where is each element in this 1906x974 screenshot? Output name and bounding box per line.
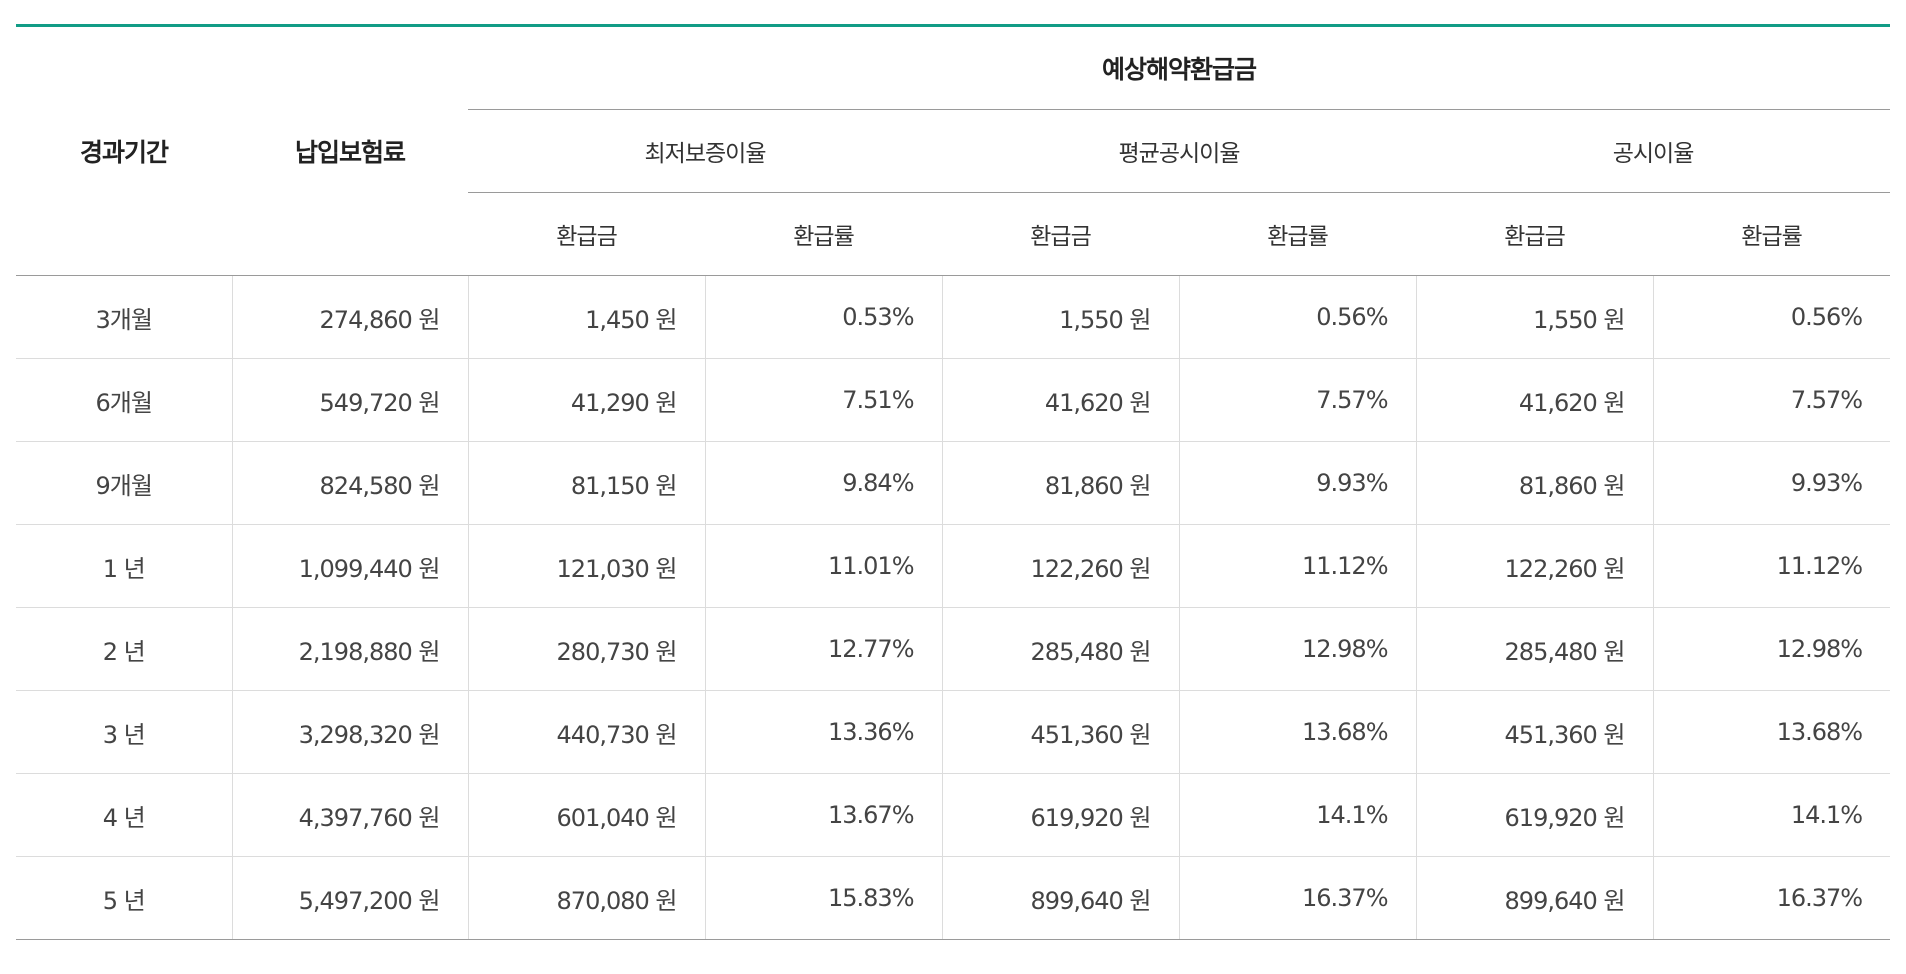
min-amount-cell: 870,080 원 [467, 856, 705, 940]
avg-amount-cell: 1,550 원 [941, 275, 1179, 359]
refund-table: 경과기간 납입보험료 예상해약환급금 최저보증이율 평균공시이율 공시이율 환급… [16, 24, 1891, 940]
period-cell: 5 년 [16, 856, 232, 940]
period-cell: 1 년 [16, 524, 232, 608]
pub-amount-cell: 451,360 원 [1415, 690, 1653, 774]
avg-rate-cell: 9.93% [1178, 441, 1416, 525]
table-row: 4 년 4,397,760 원 601,040 원 13.67% 619,920… [16, 773, 1891, 857]
min-rate-cell: 9.84% [704, 441, 942, 525]
table-row: 9개월 824,580 원 81,150 원 9.84% 81,860 원 9.… [16, 441, 1891, 525]
table-row: 6개월 549,720 원 41,290 원 7.51% 41,620 원 7.… [16, 358, 1891, 442]
avg-amount-cell: 81,860 원 [941, 441, 1179, 525]
pub-amount-cell: 285,480 원 [1415, 607, 1653, 691]
pub-amount-cell: 899,640 원 [1415, 856, 1653, 940]
header-period: 경과기간 [16, 24, 232, 276]
min-amount-cell: 280,730 원 [467, 607, 705, 691]
avg-amount-cell: 899,640 원 [941, 856, 1179, 940]
table-row: 5 년 5,497,200 원 870,080 원 15.83% 899,640… [16, 856, 1891, 940]
refund-table-container: 경과기간 납입보험료 예상해약환급금 최저보증이율 평균공시이율 공시이율 환급… [16, 24, 1891, 940]
premium-cell: 549,720 원 [231, 358, 468, 442]
avg-rate-cell: 12.98% [1178, 607, 1416, 691]
period-cell: 3개월 [16, 275, 232, 359]
header-group-min-guarantee: 최저보증이율 [468, 109, 942, 193]
pub-rate-cell: 12.98% [1652, 607, 1891, 691]
table-body: 3개월 274,860 원 1,450 원 0.53% 1,550 원 0.56… [16, 275, 1891, 940]
avg-amount-cell: 451,360 원 [941, 690, 1179, 774]
period-cell: 6개월 [16, 358, 232, 442]
pub-amount-cell: 122,260 원 [1415, 524, 1653, 608]
header-refund-amount: 환급금 [942, 192, 1179, 276]
header-estimated-refund: 예상해약환급금 [468, 24, 1891, 110]
avg-amount-cell: 285,480 원 [941, 607, 1179, 691]
header-group-public: 공시이율 [1416, 109, 1891, 193]
min-rate-cell: 11.01% [704, 524, 942, 608]
min-rate-cell: 0.53% [704, 275, 942, 359]
period-cell: 4 년 [16, 773, 232, 857]
premium-cell: 5,497,200 원 [231, 856, 468, 940]
min-amount-cell: 41,290 원 [467, 358, 705, 442]
min-amount-cell: 81,150 원 [467, 441, 705, 525]
min-amount-cell: 121,030 원 [467, 524, 705, 608]
period-cell: 3 년 [16, 690, 232, 774]
min-rate-cell: 7.51% [704, 358, 942, 442]
premium-cell: 274,860 원 [231, 275, 468, 359]
premium-cell: 2,198,880 원 [231, 607, 468, 691]
premium-cell: 1,099,440 원 [231, 524, 468, 608]
avg-amount-cell: 41,620 원 [941, 358, 1179, 442]
avg-rate-cell: 13.68% [1178, 690, 1416, 774]
min-rate-cell: 12.77% [704, 607, 942, 691]
pub-rate-cell: 9.93% [1652, 441, 1891, 525]
min-amount-cell: 601,040 원 [467, 773, 705, 857]
pub-amount-cell: 1,550 원 [1415, 275, 1653, 359]
min-rate-cell: 15.83% [704, 856, 942, 940]
table-row: 2 년 2,198,880 원 280,730 원 12.77% 285,480… [16, 607, 1891, 691]
header-refund-rate: 환급률 [1179, 192, 1416, 276]
pub-rate-cell: 0.56% [1652, 275, 1891, 359]
min-amount-cell: 1,450 원 [467, 275, 705, 359]
header-refund-amount: 환급금 [1416, 192, 1653, 276]
header-refund-rate: 환급률 [1653, 192, 1891, 276]
avg-rate-cell: 16.37% [1178, 856, 1416, 940]
avg-rate-cell: 11.12% [1178, 524, 1416, 608]
min-rate-cell: 13.36% [704, 690, 942, 774]
table-row: 3개월 274,860 원 1,450 원 0.53% 1,550 원 0.56… [16, 275, 1891, 359]
pub-rate-cell: 7.57% [1652, 358, 1891, 442]
pub-rate-cell: 16.37% [1652, 856, 1891, 940]
premium-cell: 824,580 원 [231, 441, 468, 525]
table-row: 1 년 1,099,440 원 121,030 원 11.01% 122,260… [16, 524, 1891, 608]
avg-rate-cell: 7.57% [1178, 358, 1416, 442]
avg-rate-cell: 0.56% [1178, 275, 1416, 359]
header-refund-rate: 환급률 [705, 192, 942, 276]
header-group-avg-public: 평균공시이율 [942, 109, 1416, 193]
table-row: 3 년 3,298,320 원 440,730 원 13.36% 451,360… [16, 690, 1891, 774]
pub-amount-cell: 619,920 원 [1415, 773, 1653, 857]
table-header: 경과기간 납입보험료 예상해약환급금 최저보증이율 평균공시이율 공시이율 환급… [16, 24, 1891, 276]
premium-cell: 3,298,320 원 [231, 690, 468, 774]
avg-rate-cell: 14.1% [1178, 773, 1416, 857]
pub-amount-cell: 81,860 원 [1415, 441, 1653, 525]
avg-amount-cell: 619,920 원 [941, 773, 1179, 857]
min-rate-cell: 13.67% [704, 773, 942, 857]
avg-amount-cell: 122,260 원 [941, 524, 1179, 608]
pub-rate-cell: 14.1% [1652, 773, 1891, 857]
pub-amount-cell: 41,620 원 [1415, 358, 1653, 442]
period-cell: 9개월 [16, 441, 232, 525]
min-amount-cell: 440,730 원 [467, 690, 705, 774]
pub-rate-cell: 13.68% [1652, 690, 1891, 774]
pub-rate-cell: 11.12% [1652, 524, 1891, 608]
header-premium: 납입보험료 [232, 24, 468, 276]
header-refund-amount: 환급금 [468, 192, 705, 276]
period-cell: 2 년 [16, 607, 232, 691]
premium-cell: 4,397,760 원 [231, 773, 468, 857]
